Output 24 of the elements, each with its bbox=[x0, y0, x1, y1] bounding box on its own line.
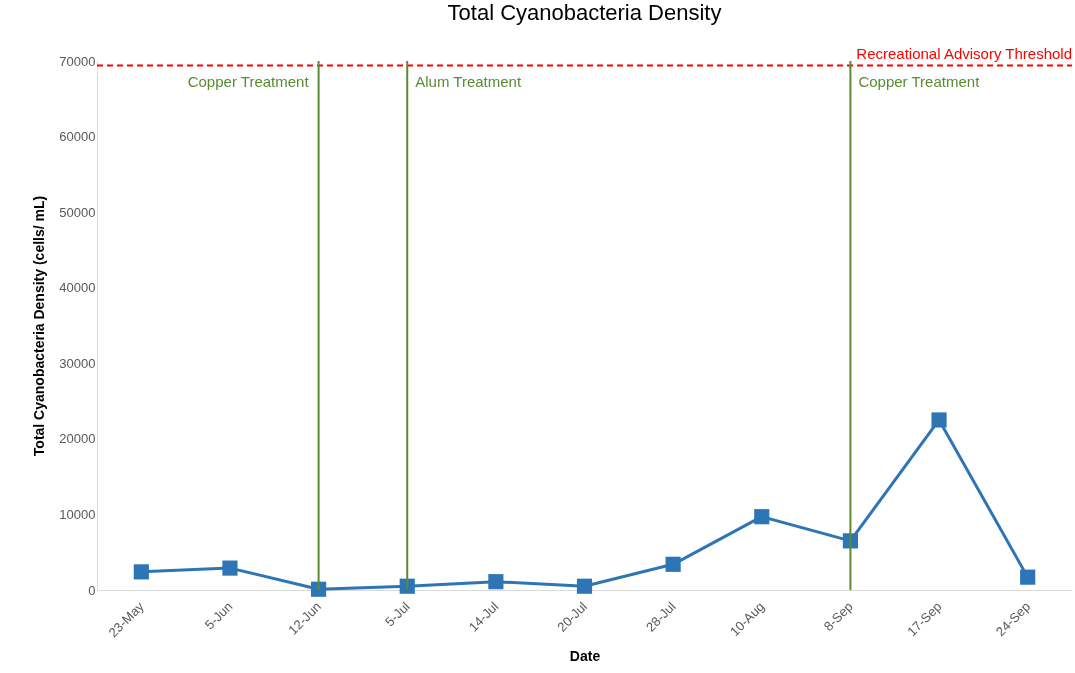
point bbox=[754, 509, 770, 525]
point bbox=[222, 560, 238, 576]
y-tick-label: 20000 bbox=[59, 431, 96, 447]
y-axis-title: Total Cyanobacteria Density (cells/ mL) bbox=[31, 195, 48, 457]
point bbox=[665, 556, 681, 572]
y-tick-label: 50000 bbox=[59, 204, 96, 220]
point bbox=[488, 574, 504, 590]
y-tick-label: 60000 bbox=[59, 129, 96, 145]
point bbox=[931, 412, 947, 428]
ref-line-label: Alum Treatment bbox=[415, 73, 522, 90]
point bbox=[576, 578, 593, 594]
chart-title: Total Cyanobacteria Density bbox=[447, 0, 722, 25]
y-tick-label: 70000 bbox=[59, 53, 96, 69]
x-axis-title: Date bbox=[569, 648, 601, 665]
point bbox=[311, 581, 327, 597]
ref-line-label: Copper Treatment bbox=[858, 73, 981, 90]
y-tick-label: 40000 bbox=[59, 280, 96, 296]
ref-line-label: Recreational Advisory Threshold bbox=[856, 44, 1072, 62]
y-tick-label: 30000 bbox=[59, 355, 96, 371]
ref-line-label: Copper Treatment bbox=[187, 73, 310, 90]
y-tick-label: 0 bbox=[88, 582, 96, 598]
point bbox=[1020, 569, 1036, 585]
y-tick-label: 10000 bbox=[59, 506, 96, 522]
point bbox=[133, 564, 149, 580]
